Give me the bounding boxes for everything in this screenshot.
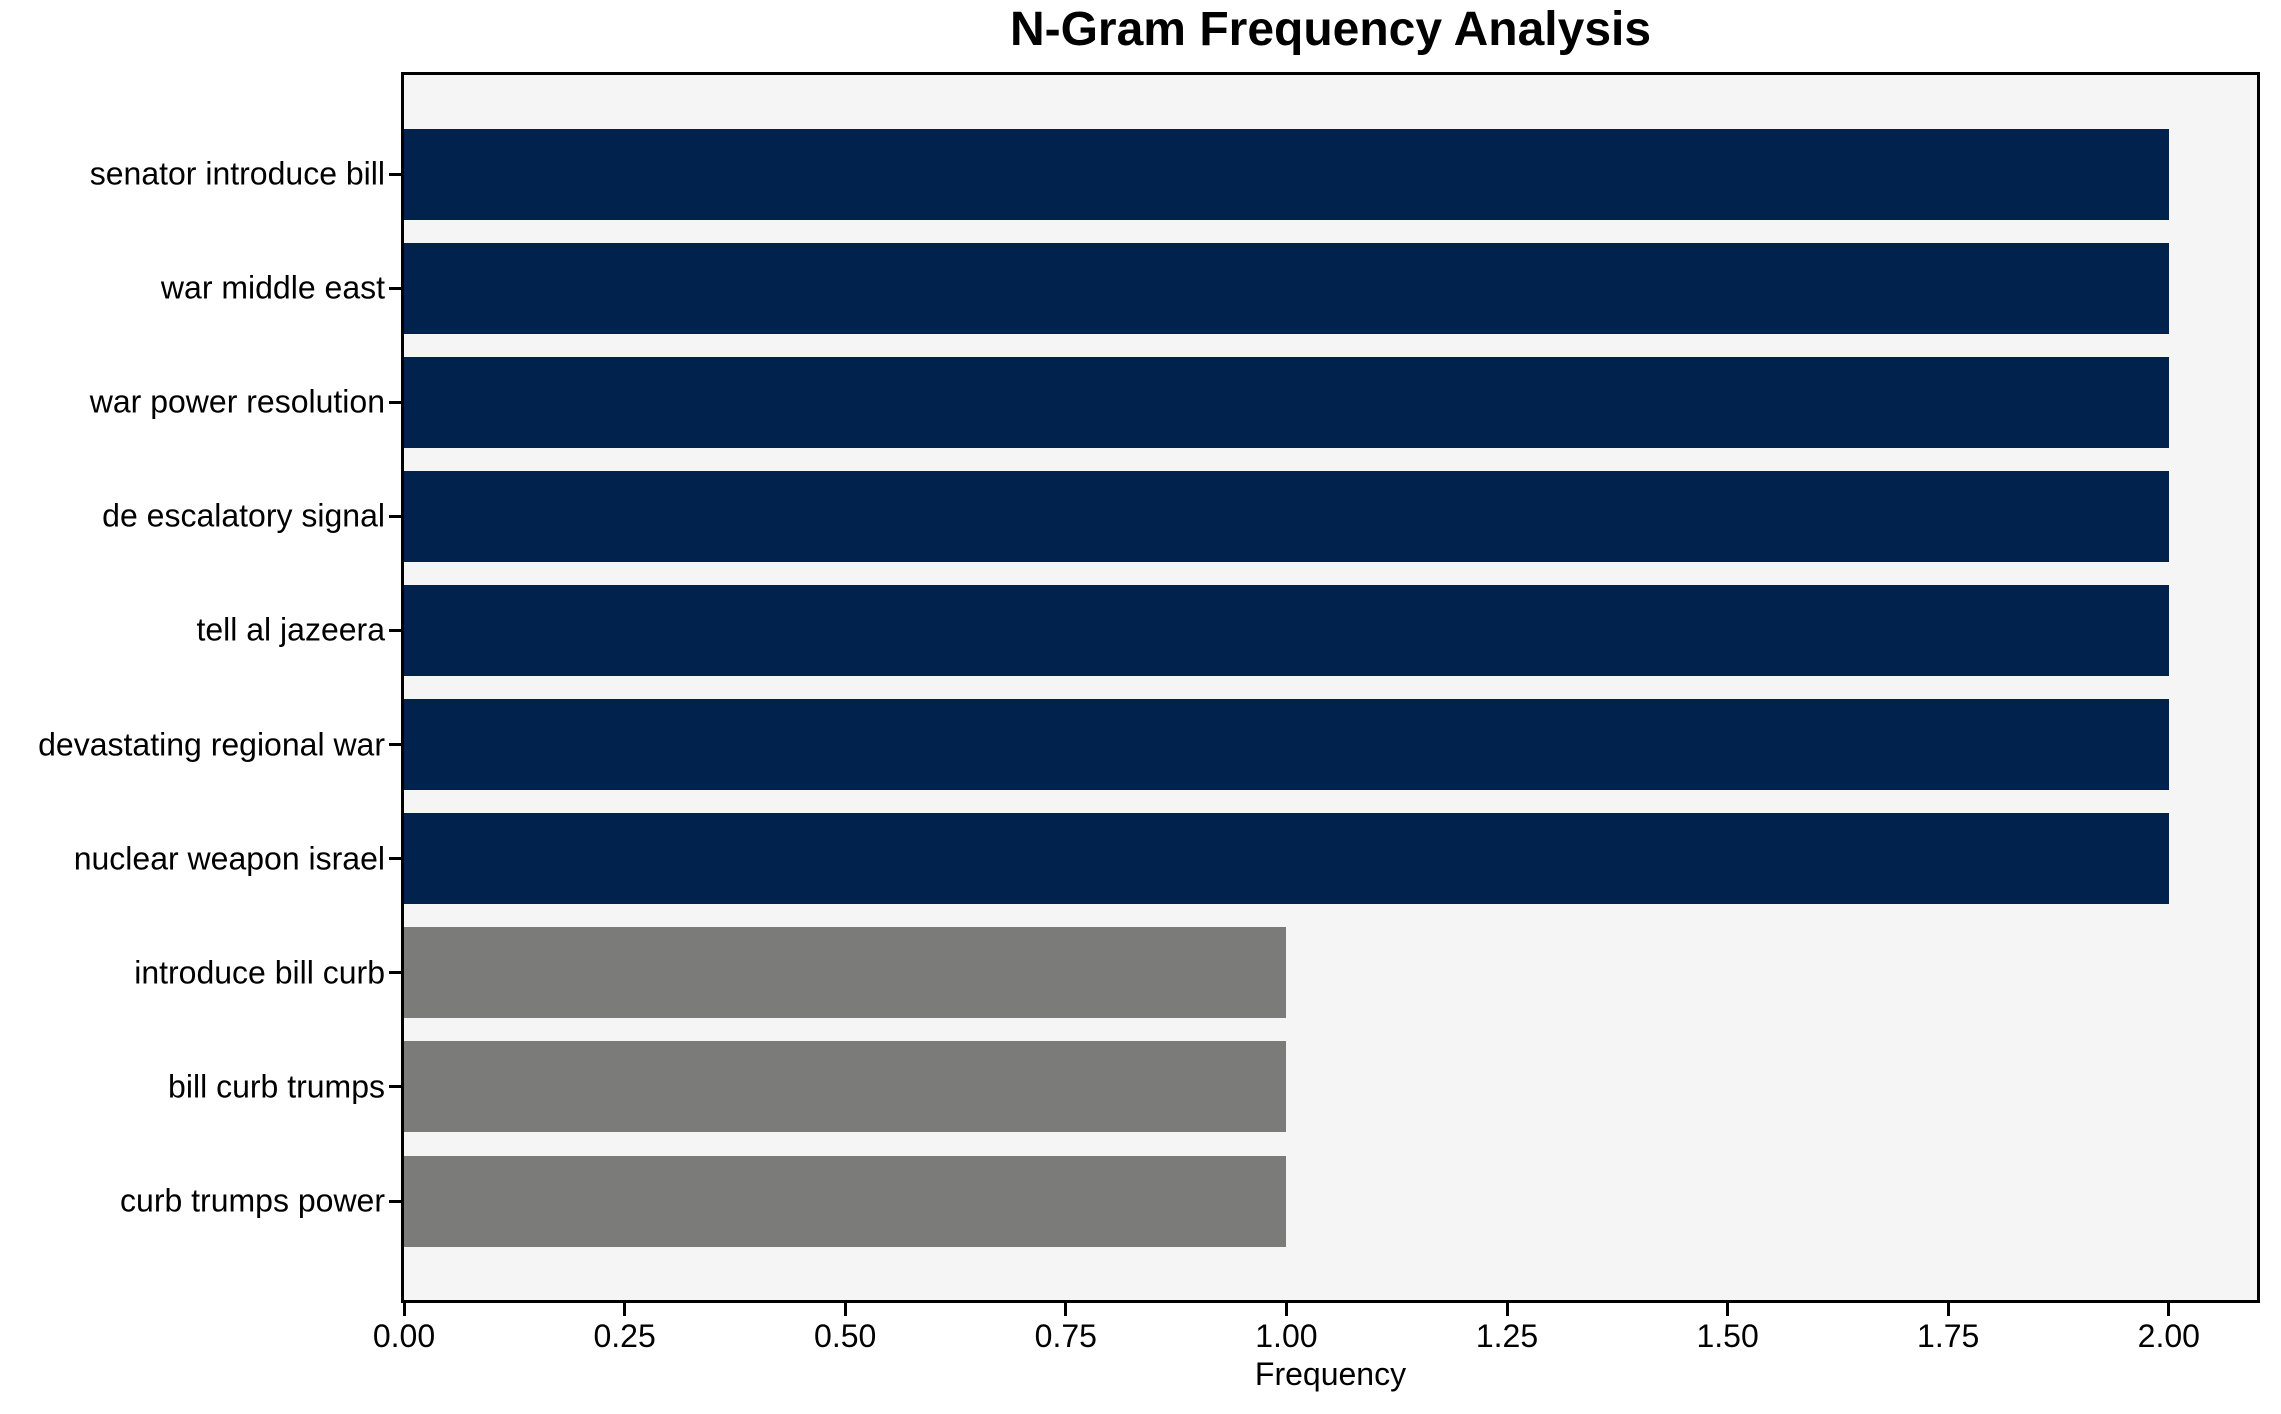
x-axis-label: Frequency bbox=[1254, 1356, 1407, 1392]
bar-curb-trumps-power bbox=[404, 1155, 1287, 1247]
x-tick-mark bbox=[402, 1303, 406, 1316]
x-tick-label: 1.00 bbox=[1255, 1318, 1318, 1354]
x-tick-mark bbox=[2167, 1303, 2171, 1316]
x-tick-label: 1.50 bbox=[1696, 1318, 1759, 1354]
bar-senator-introduce-bill bbox=[404, 128, 2169, 220]
bar-nuclear-weapon-israel bbox=[404, 813, 2169, 905]
y-tick-label: nuclear weapon israel bbox=[73, 840, 385, 877]
x-tick-label: 0.75 bbox=[1034, 1318, 1097, 1354]
y-tick-mark bbox=[389, 857, 401, 861]
y-tick-label: introduce bill curb bbox=[134, 954, 385, 991]
x-tick-mark bbox=[1284, 1303, 1288, 1316]
y-tick-mark bbox=[389, 286, 401, 290]
x-tick-label: 0.50 bbox=[814, 1318, 877, 1354]
x-tick-mark bbox=[1064, 1303, 1068, 1316]
x-tick-label: 2.00 bbox=[2137, 1318, 2200, 1354]
y-tick-mark bbox=[389, 400, 401, 404]
y-tick-mark bbox=[389, 971, 401, 975]
bar-bill-curb-trumps bbox=[404, 1041, 1287, 1133]
plot-area bbox=[401, 72, 2260, 1303]
bar-war-power-resolution bbox=[404, 356, 2169, 448]
x-tick-mark bbox=[1505, 1303, 1509, 1316]
y-tick-mark bbox=[389, 172, 401, 176]
y-tick-label: war middle east bbox=[160, 269, 385, 306]
bar-devastating-regional-war bbox=[404, 699, 2169, 791]
y-tick-label: war power resolution bbox=[89, 383, 385, 420]
bar-de-escalatory-signal bbox=[404, 470, 2169, 562]
y-tick-mark bbox=[389, 628, 401, 632]
bar-war-middle-east bbox=[404, 242, 2169, 334]
x-tick-mark bbox=[843, 1303, 847, 1316]
y-tick-label: de escalatory signal bbox=[102, 497, 385, 534]
x-tick-label: 1.25 bbox=[1475, 1318, 1539, 1354]
y-tick-mark bbox=[389, 1085, 401, 1089]
bar-introduce-bill-curb bbox=[404, 927, 1287, 1019]
x-tick-mark bbox=[623, 1303, 627, 1316]
y-tick-mark bbox=[389, 1199, 401, 1203]
y-tick-label: devastating regional war bbox=[38, 726, 385, 763]
x-tick-mark bbox=[1726, 1303, 1730, 1316]
y-tick-label: senator introduce bill bbox=[89, 155, 385, 192]
x-tick-mark bbox=[1946, 1303, 1950, 1316]
y-tick-label: curb trumps power bbox=[120, 1182, 385, 1219]
y-tick-label: bill curb trumps bbox=[168, 1068, 385, 1105]
x-tick-label: 0.25 bbox=[593, 1318, 656, 1354]
bar-tell-al-jazeera bbox=[404, 584, 2169, 676]
y-tick-mark bbox=[389, 514, 401, 518]
x-tick-label: 1.75 bbox=[1917, 1318, 1980, 1354]
y-tick-label: tell al jazeera bbox=[196, 611, 385, 648]
y-tick-mark bbox=[389, 743, 401, 747]
x-tick-label: 0.00 bbox=[372, 1318, 436, 1354]
chart-title: N-Gram Frequency Analysis bbox=[1009, 3, 1652, 56]
